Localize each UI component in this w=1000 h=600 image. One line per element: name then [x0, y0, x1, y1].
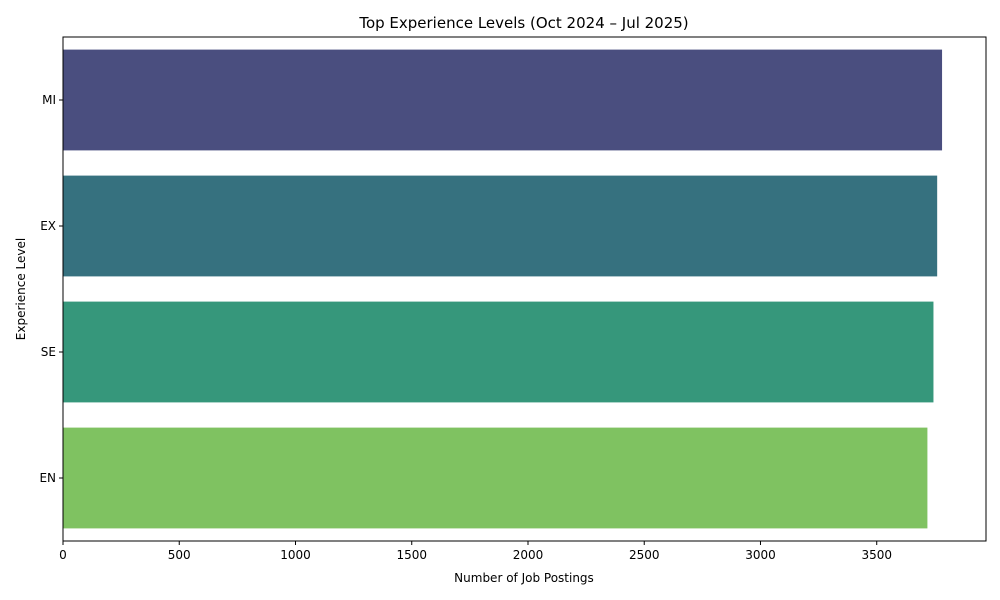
- y-axis-label: Experience Level: [14, 238, 28, 340]
- y-tick-label: EX: [40, 219, 56, 233]
- y-tick-label: MI: [42, 93, 56, 107]
- y-tick-label: SE: [41, 345, 56, 359]
- x-axis-label: Number of Job Postings: [454, 571, 594, 585]
- plot-frame: [62, 36, 987, 542]
- x-tick-label: 1500: [396, 548, 427, 562]
- y-axis-ticks: MI EX SE EN: [39, 93, 63, 485]
- bars-group: [63, 49, 943, 529]
- bar-mi: [63, 49, 943, 151]
- x-tick-label: 3000: [745, 548, 776, 562]
- x-tick-label: 2000: [513, 548, 544, 562]
- x-tick-label: 0: [59, 548, 67, 562]
- bar-en: [63, 427, 928, 529]
- x-tick-label: 2500: [629, 548, 660, 562]
- chart-title: Top Experience Levels (Oct 2024 – Jul 20…: [358, 14, 688, 32]
- x-tick-label: 3500: [861, 548, 892, 562]
- y-tick-label: EN: [39, 471, 56, 485]
- x-axis-ticks: 0 500 1000 1500 2000 2500 3000 3500: [59, 541, 892, 562]
- bar-ex: [63, 175, 938, 277]
- bar-se: [63, 301, 934, 403]
- x-tick-label: 1000: [280, 548, 311, 562]
- x-tick-label: 500: [168, 548, 191, 562]
